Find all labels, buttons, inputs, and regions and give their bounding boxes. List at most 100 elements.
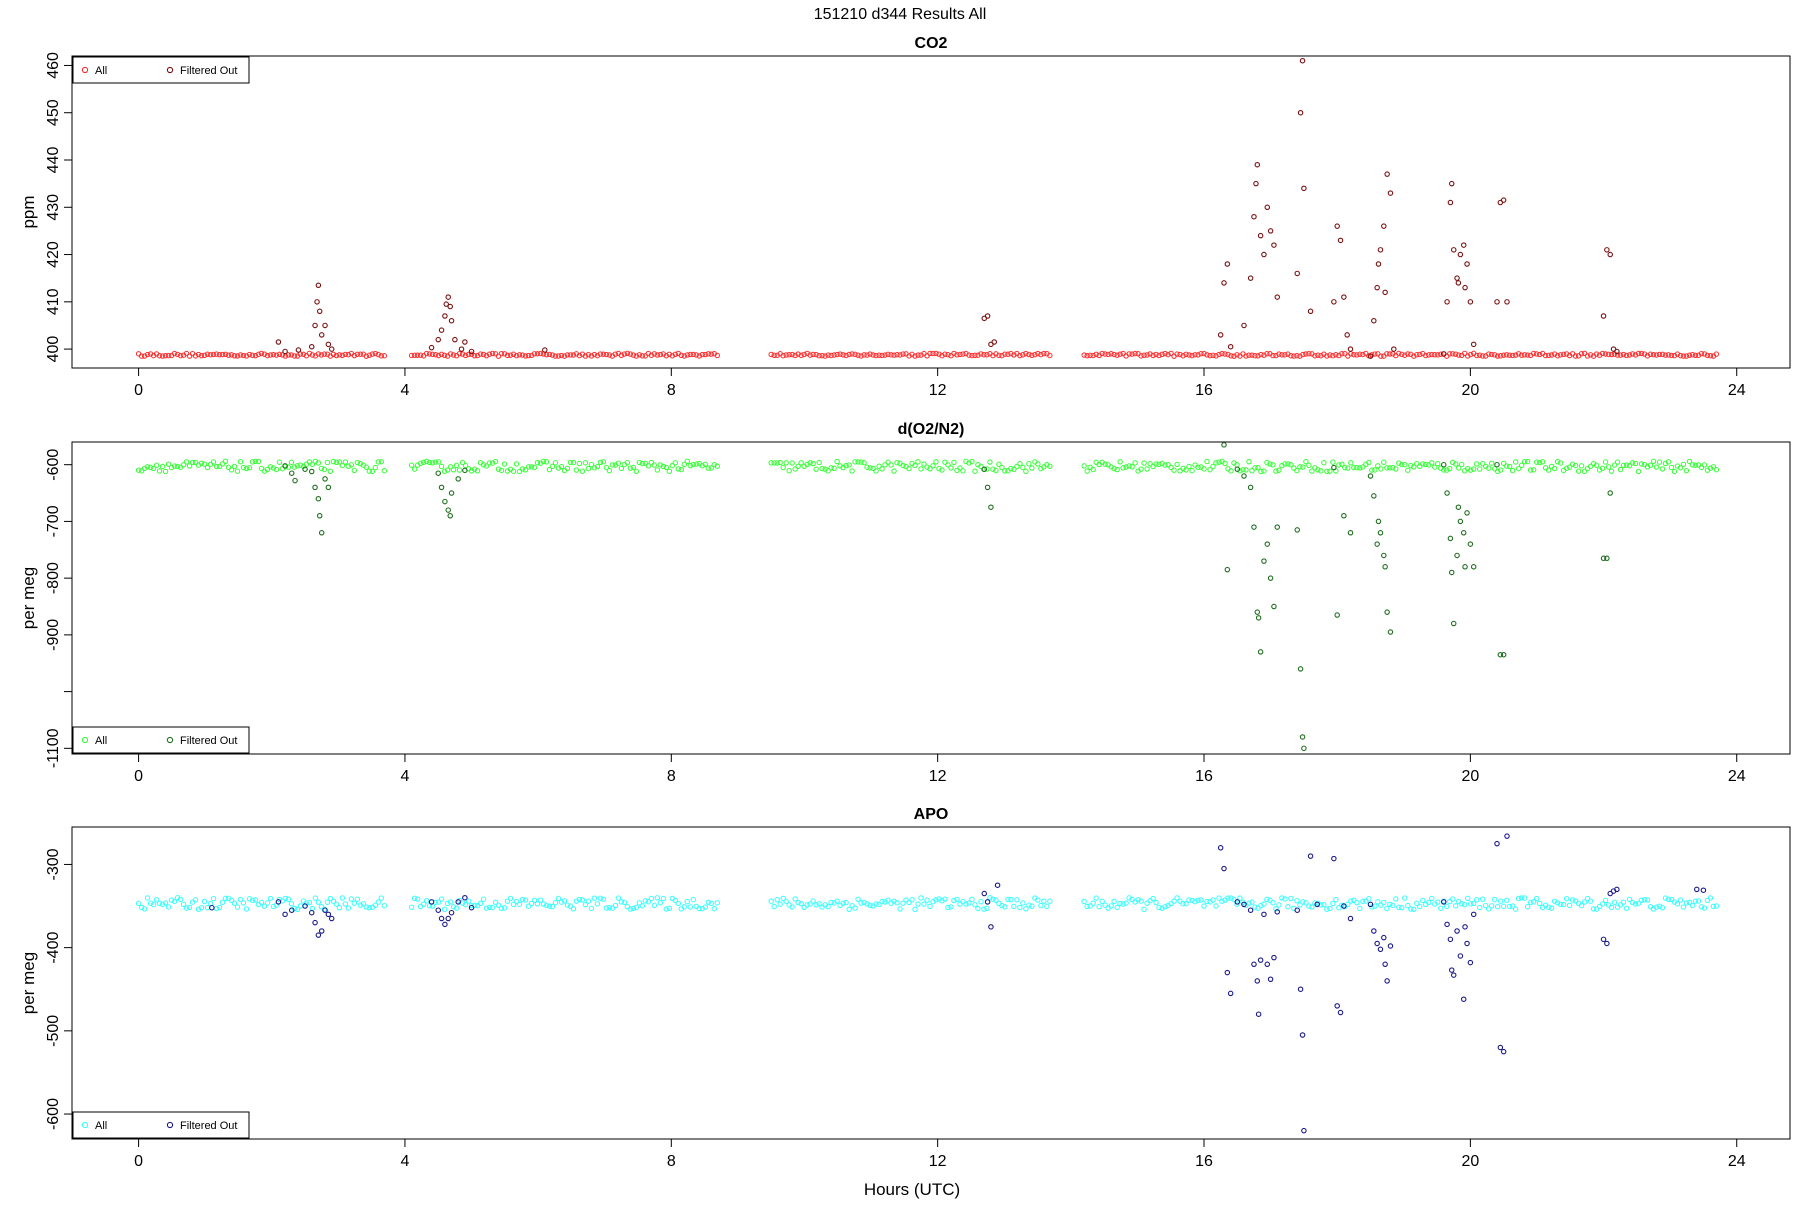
data-point	[969, 896, 975, 903]
data-point	[1467, 959, 1474, 966]
data-point	[192, 459, 199, 466]
data-point	[906, 899, 912, 906]
data-point	[546, 466, 553, 473]
data-point	[1186, 897, 1192, 903]
data-point	[684, 898, 690, 905]
data-point	[1251, 961, 1257, 968]
data-point	[423, 458, 430, 465]
data-point	[846, 462, 852, 468]
data-point	[978, 463, 984, 470]
data-point	[1683, 353, 1690, 359]
data-point	[1402, 895, 1408, 901]
data-point	[645, 463, 652, 469]
data-point	[1509, 352, 1516, 359]
data-point	[1653, 904, 1660, 910]
data-point	[1375, 261, 1382, 267]
legend-label-filtered: Filtered Out	[180, 735, 237, 747]
data-point	[1183, 901, 1189, 907]
data-point	[963, 901, 969, 907]
data-point	[1479, 896, 1486, 902]
y-tick-label: 460	[45, 52, 62, 79]
data-point	[981, 890, 988, 897]
data-point	[807, 901, 813, 907]
data-point	[1494, 840, 1500, 847]
data-point	[246, 465, 253, 471]
data-point	[984, 905, 990, 912]
data-point	[1680, 904, 1687, 910]
data-point	[954, 467, 960, 474]
data-point	[261, 351, 268, 357]
data-point	[708, 351, 714, 357]
data-point	[1168, 464, 1174, 471]
y-tick-label: 400	[45, 336, 62, 363]
data-point	[708, 900, 714, 907]
data-point	[465, 351, 472, 358]
data-point	[201, 352, 208, 359]
data-point	[1527, 467, 1534, 473]
data-point	[1569, 461, 1576, 467]
y-axis-label: per meg	[19, 952, 38, 1014]
data-point	[171, 463, 178, 469]
data-point	[243, 465, 250, 472]
data-point	[618, 352, 625, 358]
data-point	[462, 352, 469, 359]
x-tick-label: 20	[1461, 1153, 1479, 1170]
data-point	[1371, 928, 1377, 934]
data-point	[1216, 459, 1222, 465]
data-point	[1471, 466, 1477, 472]
data-point	[1381, 934, 1387, 941]
data-point	[783, 460, 789, 466]
data-point	[1408, 462, 1414, 469]
data-point	[1593, 906, 1600, 912]
data-point	[873, 468, 879, 474]
data-point	[771, 352, 777, 359]
data-point	[171, 898, 178, 905]
data-point	[549, 352, 556, 358]
data-point	[1581, 468, 1588, 475]
data-point	[582, 901, 589, 908]
legend-marker-filtered	[166, 66, 174, 74]
data-point	[1482, 902, 1489, 909]
data-point	[558, 899, 565, 905]
data-point	[1047, 463, 1053, 469]
data-point	[810, 351, 816, 358]
data-point	[618, 899, 625, 905]
data-point	[1261, 901, 1267, 907]
data-point	[531, 351, 538, 357]
x-tick-label: 16	[1195, 1153, 1213, 1170]
data-point	[1044, 903, 1050, 910]
data-point	[1005, 896, 1011, 903]
data-point	[606, 352, 613, 358]
data-point	[1524, 352, 1531, 358]
data-point	[144, 464, 151, 470]
data-point	[1680, 461, 1687, 468]
data-point	[1662, 460, 1669, 467]
data-point	[1491, 352, 1498, 358]
data-point	[774, 896, 780, 903]
data-point	[288, 459, 295, 466]
data-point	[1186, 463, 1192, 470]
data-point	[966, 900, 972, 906]
data-point	[627, 465, 634, 471]
data-point	[1375, 351, 1381, 357]
data-point	[1450, 896, 1456, 902]
data-point	[1339, 461, 1345, 467]
data-point	[1221, 442, 1227, 448]
data-point	[858, 353, 864, 359]
data-point	[699, 351, 705, 358]
x-tick-label: 4	[400, 1153, 409, 1170]
data-point	[843, 352, 849, 359]
data-point	[435, 899, 442, 905]
data-point	[1390, 902, 1396, 909]
data-point	[1204, 458, 1210, 465]
data-point	[1605, 351, 1612, 358]
data-point	[219, 899, 226, 906]
data-point	[222, 458, 229, 464]
data-point	[423, 897, 430, 904]
data-point	[1303, 351, 1309, 357]
data-point	[1518, 352, 1525, 358]
data-point	[1665, 896, 1672, 902]
data-point	[771, 903, 777, 910]
data-point	[275, 899, 282, 905]
data-point	[1201, 350, 1207, 357]
